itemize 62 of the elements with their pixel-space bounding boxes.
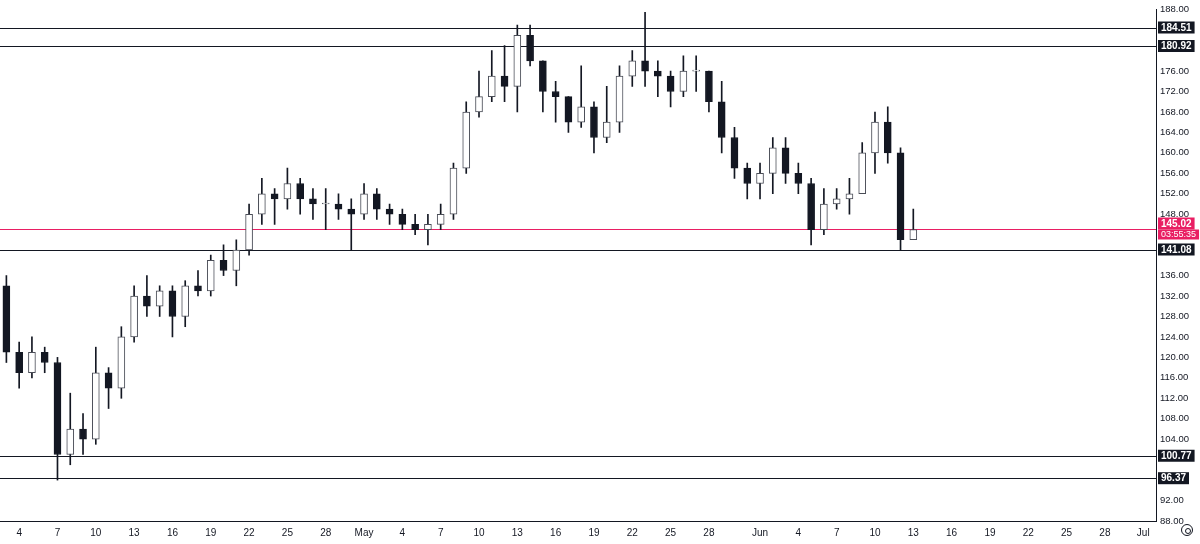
y-tick-label: 168.00 bbox=[1160, 105, 1190, 117]
y-tick-label: 148.00 bbox=[1160, 207, 1190, 219]
x-tick-label: 25 bbox=[281, 526, 294, 538]
ref-line-label: 184.51 bbox=[1161, 21, 1193, 33]
y-tick-label: 128.00 bbox=[1160, 310, 1190, 322]
y-tick-label: 88.00 bbox=[1160, 514, 1184, 526]
candlestick bbox=[424, 213, 432, 246]
y-tick-label: 108.00 bbox=[1160, 412, 1190, 424]
x-tick-label: 19 bbox=[205, 526, 217, 538]
x-tick-label: 28 bbox=[703, 526, 715, 538]
x-tick-label: 16 bbox=[166, 526, 179, 538]
x-tick-label: 28 bbox=[1099, 526, 1111, 538]
candlestick bbox=[692, 55, 700, 92]
ref-line-label: 96.37 bbox=[1161, 472, 1187, 484]
x-tick-label: 4 bbox=[795, 526, 802, 538]
x-tick-label: 13 bbox=[907, 526, 920, 538]
x-tick-label: 7 bbox=[833, 526, 840, 538]
ref-line-label: 180.92 bbox=[1161, 40, 1193, 52]
x-tick-label: 13 bbox=[511, 526, 524, 538]
candlestick bbox=[194, 270, 202, 297]
x-tick-label: 22 bbox=[243, 526, 256, 538]
x-tick-label: 25 bbox=[665, 526, 677, 538]
x-tick-label: 22 bbox=[1022, 526, 1035, 538]
x-tick-label: 13 bbox=[128, 526, 141, 538]
y-tick-label: 156.00 bbox=[1160, 166, 1190, 178]
x-tick-label: 7 bbox=[437, 526, 444, 538]
y-tick-label: 164.00 bbox=[1160, 126, 1190, 138]
y-tick-label: 120.00 bbox=[1160, 351, 1190, 363]
y-tick-label: 152.00 bbox=[1160, 187, 1190, 199]
y-tick-label: 116.00 bbox=[1160, 371, 1189, 383]
candlestick bbox=[143, 275, 151, 317]
y-tick-label: 104.00 bbox=[1160, 432, 1190, 444]
x-tick-label: 22 bbox=[626, 526, 639, 538]
y-tick-label: 112.00 bbox=[1160, 391, 1189, 403]
x-tick-label: 16 bbox=[946, 526, 958, 538]
x-tick-label: 4 bbox=[16, 526, 23, 538]
y-tick-label: 160.00 bbox=[1160, 146, 1190, 158]
text: 03:55:35 bbox=[1161, 229, 1197, 240]
x-tick-label: 28 bbox=[320, 526, 332, 538]
y-tick-label: 124.00 bbox=[1160, 330, 1190, 342]
x-tick-label: Jun bbox=[751, 526, 769, 538]
candlestick bbox=[321, 188, 330, 230]
x-tick-label: 10 bbox=[90, 526, 102, 538]
ref-line-label: 145.02 bbox=[1161, 217, 1193, 229]
x-tick-label: May bbox=[354, 526, 374, 538]
ref-line-label: 141.08 bbox=[1161, 243, 1193, 255]
x-tick-label: 16 bbox=[550, 526, 562, 538]
x-tick-label: Jul bbox=[1136, 526, 1150, 538]
x-tick-label: 10 bbox=[869, 526, 881, 538]
y-tick-label: 176.00 bbox=[1160, 64, 1190, 76]
x-tick-label: 7 bbox=[54, 526, 61, 538]
ref-line-label: 100.77 bbox=[1161, 449, 1193, 461]
x-tick-label: 25 bbox=[1061, 526, 1073, 538]
y-tick-label: 188.00 bbox=[1160, 3, 1190, 15]
x-tick-label: 4 bbox=[399, 526, 406, 538]
x-tick-label: 10 bbox=[473, 526, 485, 538]
y-tick-label: 132.00 bbox=[1160, 289, 1190, 301]
y-tick-label: 172.00 bbox=[1160, 85, 1190, 97]
y-tick-label: 136.00 bbox=[1160, 269, 1190, 281]
y-tick-label: 92.00 bbox=[1160, 494, 1184, 506]
x-tick-label: 19 bbox=[984, 526, 996, 538]
x-tick-label: 19 bbox=[588, 526, 600, 538]
